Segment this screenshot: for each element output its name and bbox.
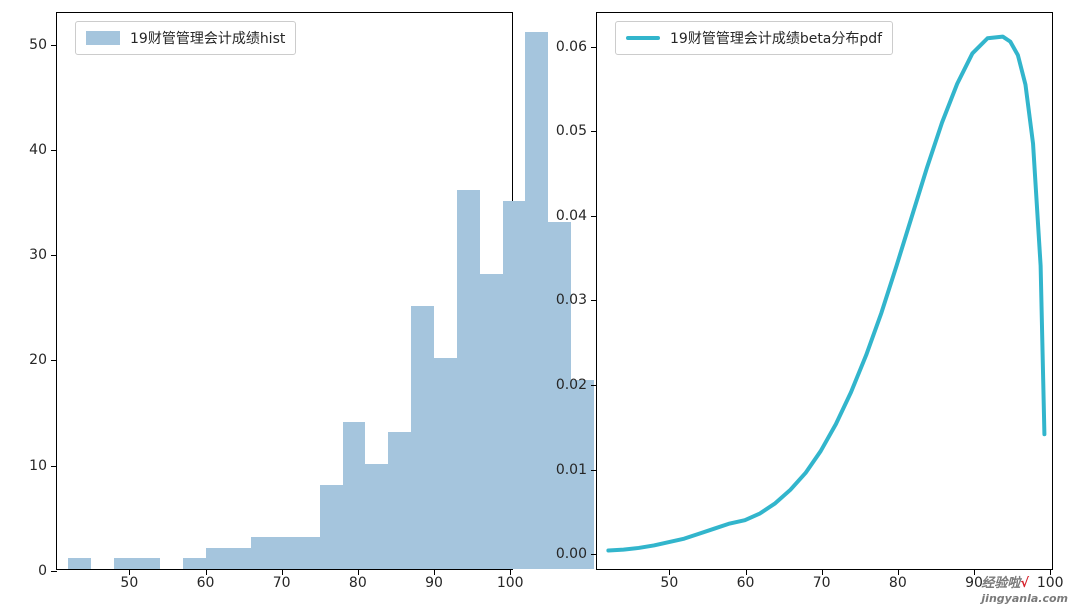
y-tick-label: 0.06 [556,39,587,55]
y-tick [591,216,597,217]
y-tick [51,571,57,572]
watermark-main: 经验啦 [981,576,1020,591]
y-tick [591,131,597,132]
x-tick-label: 80 [349,575,367,591]
x-tick-label: 60 [737,575,755,591]
x-tick-label: 60 [197,575,215,591]
y-tick [591,300,597,301]
y-tick [591,470,597,471]
y-tick-label: 40 [29,142,47,158]
x-tick-label: 70 [813,575,831,591]
y-tick-label: 10 [29,458,47,474]
y-tick-label: 0 [38,563,47,579]
y-tick [51,360,57,361]
right-legend: 19财管管理会计成绩beta分布pdf [615,21,893,55]
histogram-bar [457,190,480,569]
y-tick-label: 0.05 [556,123,587,139]
histogram-bar [274,537,297,569]
histogram-bar [434,358,457,569]
histogram-bar [206,548,229,569]
left-plot-area [57,13,512,569]
histogram-bar [183,558,206,569]
y-tick-label: 0.03 [556,292,587,308]
histogram-bar [525,32,548,569]
y-tick [591,47,597,48]
watermark: 经验啦√ jingyanla.com [981,572,1068,606]
watermark-check: √ [1020,576,1029,591]
histogram-bar [137,558,160,569]
histogram-bar [343,422,366,569]
left-legend-swatch [86,31,120,45]
histogram-bar [114,558,137,569]
right-panel-axes: 19财管管理会计成绩beta分布pdf 50607080901000.000.0… [596,12,1053,570]
y-tick-label: 30 [29,247,47,263]
left-panel-axes: 19财管管理会计成绩hist 506070809010001020304050 [56,12,513,570]
histogram-bar [68,558,91,569]
histogram-bar [548,222,571,569]
x-tick-label: 90 [965,575,983,591]
histogram-bar [251,537,274,569]
y-tick-label: 0.01 [556,462,587,478]
y-tick-label: 0.02 [556,377,587,393]
histogram-bar [480,274,503,569]
histogram-bar [388,432,411,569]
left-legend: 19财管管理会计成绩hist [75,21,296,55]
y-tick-label: 0.04 [556,208,587,224]
y-tick-label: 0.00 [556,546,587,562]
histogram-bar [297,537,320,569]
x-tick-label: 100 [497,575,524,591]
x-tick-label: 50 [660,575,678,591]
x-tick-label: 80 [889,575,907,591]
y-tick-label: 20 [29,352,47,368]
right-legend-label: 19财管管理会计成绩beta分布pdf [670,28,882,48]
y-tick [51,466,57,467]
histogram-bar [320,485,343,569]
right-legend-swatch [626,36,660,40]
histogram-bar [228,548,251,569]
histogram-bar [365,464,388,569]
watermark-domain: jingyanla.com [981,592,1068,605]
x-tick-label: 90 [425,575,443,591]
right-line-svg [597,13,1052,569]
x-tick-label: 70 [273,575,291,591]
left-legend-label: 19财管管理会计成绩hist [130,28,285,48]
x-tick-label: 50 [120,575,138,591]
y-tick [51,255,57,256]
figure: 19财管管理会计成绩hist 506070809010001020304050 … [0,0,1074,608]
histogram-bar [503,201,526,569]
histogram-bar [411,306,434,569]
y-tick [51,150,57,151]
beta-pdf-line [608,37,1044,551]
y-tick [591,554,597,555]
y-tick [591,385,597,386]
y-tick-label: 50 [29,37,47,53]
y-tick [51,45,57,46]
